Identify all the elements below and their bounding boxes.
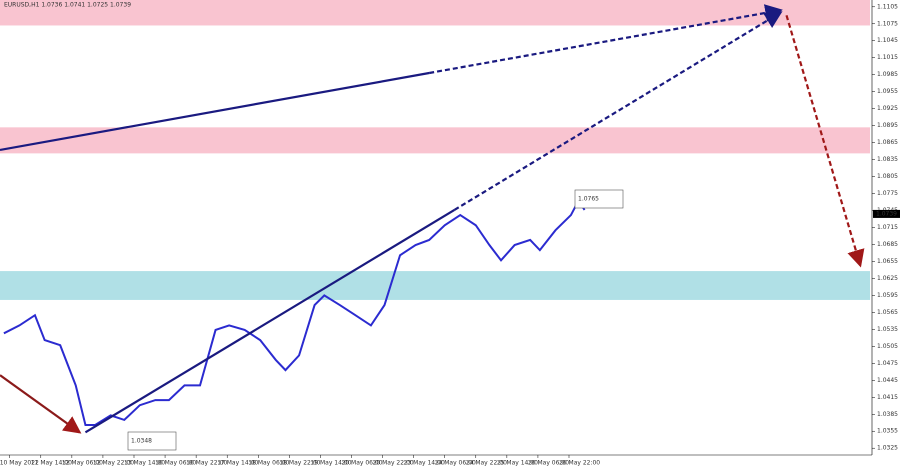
y-tick-label: 1.0715 <box>877 224 898 231</box>
x-tick-label: 11 May 14:00 <box>31 460 72 467</box>
annotation: 1.0765 <box>578 196 599 203</box>
wave-arrow <box>785 14 865 268</box>
y-tick-label: 1.0505 <box>877 343 898 350</box>
y-tick-label: 1.0565 <box>877 309 898 316</box>
y-tick-label: 1.0925 <box>877 105 898 112</box>
y-tick-label: 1.0685 <box>877 241 898 248</box>
wave-arrow <box>84 209 455 434</box>
wave-arrow <box>428 4 783 75</box>
y-tick-label: 1.0895 <box>877 122 898 129</box>
y-tick-label: 1.0775 <box>877 190 898 197</box>
x-tick-label: 16 May 06:00 <box>155 460 196 467</box>
wave-arrow <box>0 71 430 152</box>
y-tick-label: 1.0445 <box>877 377 898 384</box>
x-tick-label: 26 May 06:00 <box>528 460 569 467</box>
y-tick-label: 1.0355 <box>877 428 898 435</box>
x-tick-label: 24 May 06:00 <box>435 460 476 467</box>
x-tick-label: 20 May 06:00 <box>341 460 382 467</box>
chart-title: EURUSD,H1 1.0736 1.0741 1.0725 1.0739 <box>4 2 131 9</box>
y-tick-label: 1.1045 <box>877 37 898 44</box>
y-tick-label: 1.0475 <box>877 360 898 367</box>
x-tick-label: 25 May 14:00 <box>497 460 538 467</box>
x-tick-label: 18 May 06:00 <box>248 460 289 467</box>
x-tick-label: 18 May 22:00 <box>279 460 320 467</box>
wave-arrow <box>0 374 82 434</box>
annotation-box <box>127 431 177 451</box>
x-tick-label: 19 May 14:00 <box>310 460 351 467</box>
y-tick-label: 1.1105 <box>877 3 898 10</box>
last-price: 1.0739 <box>876 210 897 217</box>
x-tick-label: 24 May 22:00 <box>466 460 507 467</box>
x-tick-label: 16 May 22:00 <box>186 460 227 467</box>
x-tick-label: 12 May 22:00 <box>93 460 134 467</box>
y-tick-label: 1.0595 <box>877 292 898 299</box>
y-tick-label: 1.0835 <box>877 156 898 163</box>
price-zone <box>0 127 870 154</box>
x-tick-label: 26 May 22:00 <box>559 460 600 467</box>
x-tick-label: 12 May 06:00 <box>62 460 103 467</box>
x-tick-label: 10 May 2022 <box>0 460 39 467</box>
y-tick-label: 1.1075 <box>877 20 898 27</box>
x-tick-label: 13 May 14:00 <box>124 460 165 467</box>
last-price-box <box>873 209 900 218</box>
y-tick-label: 1.0325 <box>877 445 898 452</box>
annotation-box <box>574 189 624 209</box>
x-tick-label: 17 May 14:00 <box>217 460 258 467</box>
price-zone <box>0 271 870 300</box>
y-tick-label: 1.0955 <box>877 88 898 95</box>
y-tick-label: 1.0805 <box>877 173 898 180</box>
annotation: 1.0348 <box>131 438 152 445</box>
y-tick-label: 1.0415 <box>877 394 898 401</box>
y-tick-label: 1.0385 <box>877 411 898 418</box>
y-tick-label: 1.0985 <box>877 71 898 78</box>
y-tick-label: 1.0865 <box>877 139 898 146</box>
wave-arrow <box>453 11 783 211</box>
y-tick-label: 1.0535 <box>877 326 898 333</box>
x-tick-label: 23 May 14:00 <box>404 460 445 467</box>
y-tick-label: 1.0625 <box>877 275 898 282</box>
y-tick-label: 1.1015 <box>877 54 898 61</box>
y-tick-label: 1.0655 <box>877 258 898 265</box>
x-tick-label: 20 May 22:00 <box>373 460 414 467</box>
price-line <box>3 198 586 427</box>
